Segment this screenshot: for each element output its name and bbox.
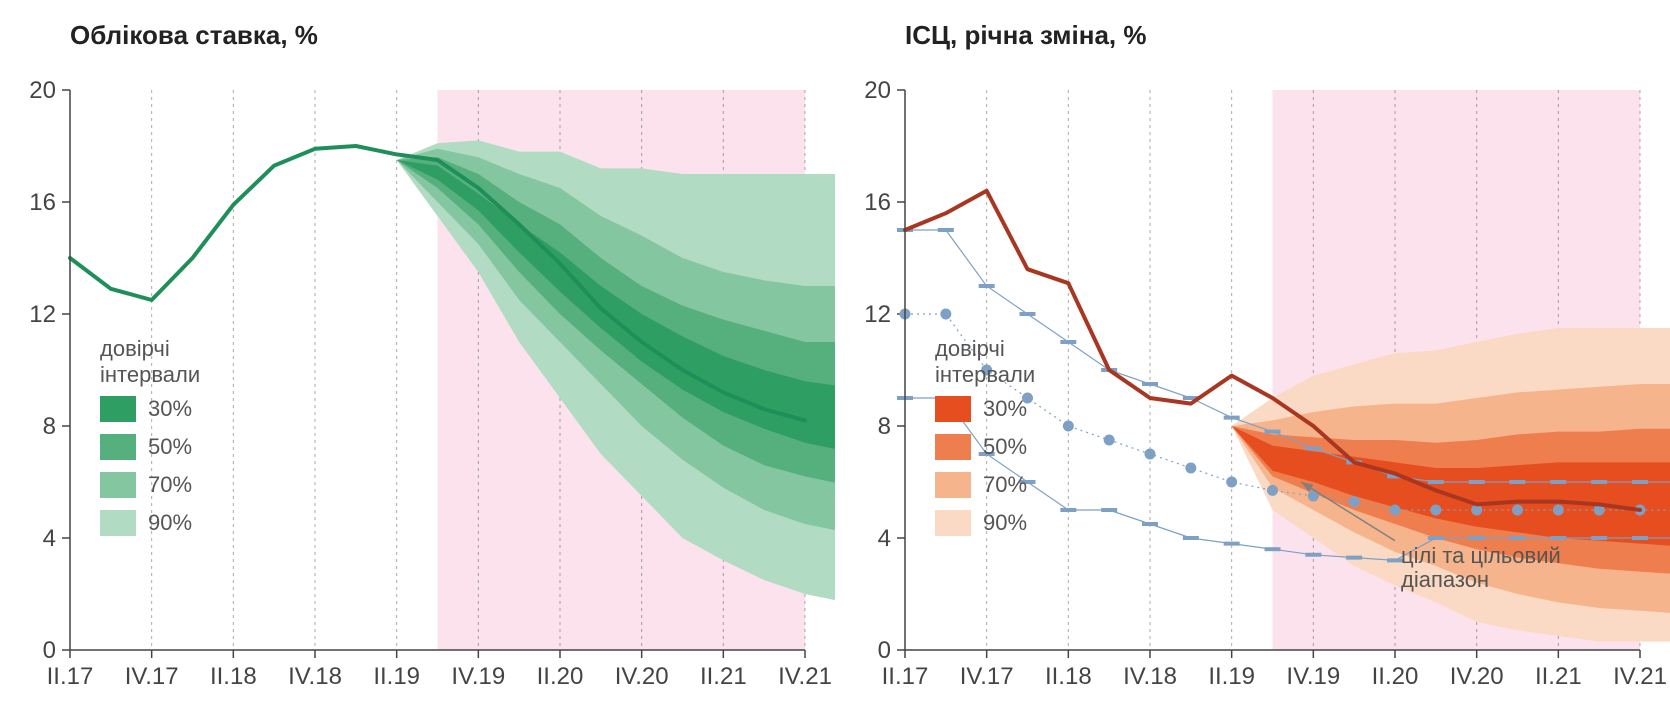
svg-text:IV.21: IV.21 [1613,663,1667,690]
svg-text:II.21: II.21 [700,663,747,690]
left-panel: Облікова ставка, % 0 4 8 12 16 20 II.17 IV.17 II… [0,0,835,718]
svg-text:70%: 70% [983,472,1027,497]
svg-text:II.21: II.21 [1535,663,1582,690]
svg-text:90%: 90% [148,510,192,535]
svg-text:30%: 30% [983,396,1027,421]
svg-text:12: 12 [864,301,891,328]
svg-text:IV.19: IV.19 [1286,663,1340,690]
svg-text:90%: 90% [983,510,1027,535]
svg-text:IV.21: IV.21 [778,663,832,690]
right-panel: ІСЦ, річна зміна, % 0 4 8 12 16 20 цілі та ціл… [835,0,1670,718]
svg-text:довірчі: довірчі [935,336,1005,361]
svg-text:інтервали: інтервали [935,362,1035,387]
right-chart: 0 4 8 12 16 20 цілі та цільовийдіапазон II.17 IV… [835,70,1670,718]
svg-text:4: 4 [878,525,891,552]
svg-text:інтервали: інтервали [100,362,200,387]
svg-text:IV.18: IV.18 [1123,663,1177,690]
svg-text:діапазон: діапазон [1401,567,1489,592]
svg-text:20: 20 [864,77,891,104]
svg-text:0: 0 [43,637,56,664]
svg-text:цілі та цільовий: цілі та цільовий [1401,543,1561,568]
svg-text:II.20: II.20 [1372,663,1419,690]
svg-text:довірчі: довірчі [100,336,170,361]
svg-text:II.17: II.17 [882,663,929,690]
charts-container: Облікова ставка, % 0 4 8 12 16 20 II.17 IV.17 II… [0,0,1670,718]
svg-text:30%: 30% [148,396,192,421]
svg-text:IV.20: IV.20 [1450,663,1504,690]
svg-text:12: 12 [29,301,56,328]
svg-text:II.17: II.17 [47,663,94,690]
svg-text:II.18: II.18 [1045,663,1092,690]
svg-text:II.18: II.18 [210,663,257,690]
svg-text:50%: 50% [983,434,1027,459]
left-chart: 0 4 8 12 16 20 II.17 IV.17 II.18 IV.18 II.19 IV.19 I… [0,70,835,718]
svg-text:II.19: II.19 [373,663,420,690]
svg-text:8: 8 [878,413,891,440]
svg-text:20: 20 [29,77,56,104]
svg-text:50%: 50% [148,434,192,459]
svg-text:II.19: II.19 [1208,663,1255,690]
svg-text:16: 16 [29,189,56,216]
svg-text:IV.19: IV.19 [451,663,505,690]
svg-text:IV.17: IV.17 [960,663,1014,690]
svg-text:8: 8 [43,413,56,440]
svg-text:IV.17: IV.17 [125,663,179,690]
svg-text:IV.20: IV.20 [615,663,669,690]
svg-text:4: 4 [43,525,56,552]
left-chart-title: Облікова ставка, % [70,20,318,51]
svg-text:70%: 70% [148,472,192,497]
right-chart-title: ІСЦ, річна зміна, % [905,20,1147,51]
svg-text:II.20: II.20 [537,663,584,690]
svg-text:IV.18: IV.18 [288,663,342,690]
svg-text:0: 0 [878,637,891,664]
svg-text:16: 16 [864,189,891,216]
